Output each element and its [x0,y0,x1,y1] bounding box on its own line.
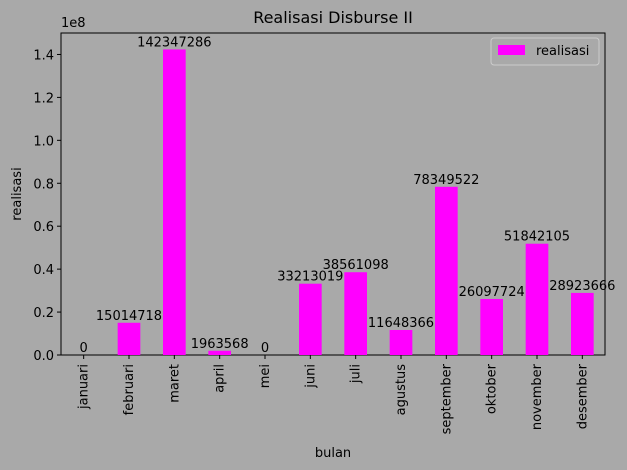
x-tick-label-maret: maret [167,364,182,403]
bar-juni [299,283,322,355]
x-axis-label: bulan [315,446,351,461]
data-label-agustus: 11648366 [368,316,434,331]
x-tick-label-april: april [213,364,228,393]
x-tick-label-agustus: agustus [394,364,409,416]
plot-area [60,32,606,356]
data-label-september: 78349522 [413,173,479,188]
y-tick-label: 0.2 [33,306,54,321]
bar-juli [344,272,367,355]
data-label-desember: 28923666 [549,279,615,294]
data-label-januari: 0 [80,341,88,356]
x-tick-label-november: november [530,363,545,430]
data-label-juni: 33213019 [277,270,343,285]
x-tick-label-januari: januari [77,364,92,410]
y-offset-text: 1e8 [61,16,86,31]
x-tick-label-oktober: oktober [485,363,500,414]
bar-oktober [480,298,503,355]
y-tick-label: 0.4 [33,263,54,278]
x-tick-label-juli: juli [349,364,364,384]
bar-februari [117,322,141,355]
data-label-maret: 142347286 [137,35,211,50]
bar-desember [571,292,594,355]
y-tick-label: 0.6 [33,220,54,235]
y-tick-label: 1.2 [33,91,54,106]
x-tick-label-september: september [439,363,454,434]
legend-label: realisasi [536,44,589,59]
data-label-april: 1963568 [191,337,249,352]
legend-swatch [498,45,525,55]
data-label-november: 51842105 [504,230,570,245]
x-tick-label-mei: mei [258,364,273,388]
legend-box [490,37,600,66]
bar-september [435,186,458,355]
bar-agustus [389,329,413,355]
x-tick-label-februari: februari [122,364,137,415]
y-axis-label: realisasi [10,167,25,220]
x-tick-label-juni: juni [303,364,318,389]
bar-november [525,243,549,355]
legend: realisasi [490,37,600,66]
y-tick-label: 0.0 [33,349,54,364]
data-label-mei: 0 [261,341,269,356]
data-label-juli: 38561098 [323,258,389,273]
bar-april [208,350,231,355]
bar-maret [163,49,186,355]
y-tick-label: 1.0 [33,134,54,149]
data-label-februari: 15014718 [96,309,162,324]
x-tick-label-desember: desember [575,363,590,429]
chart-title: Realisasi Disburse II [253,8,413,27]
y-tick-label: 0.8 [33,177,54,192]
y-tick-label: 1.4 [33,48,54,63]
data-label-oktober: 26097724 [459,285,525,300]
